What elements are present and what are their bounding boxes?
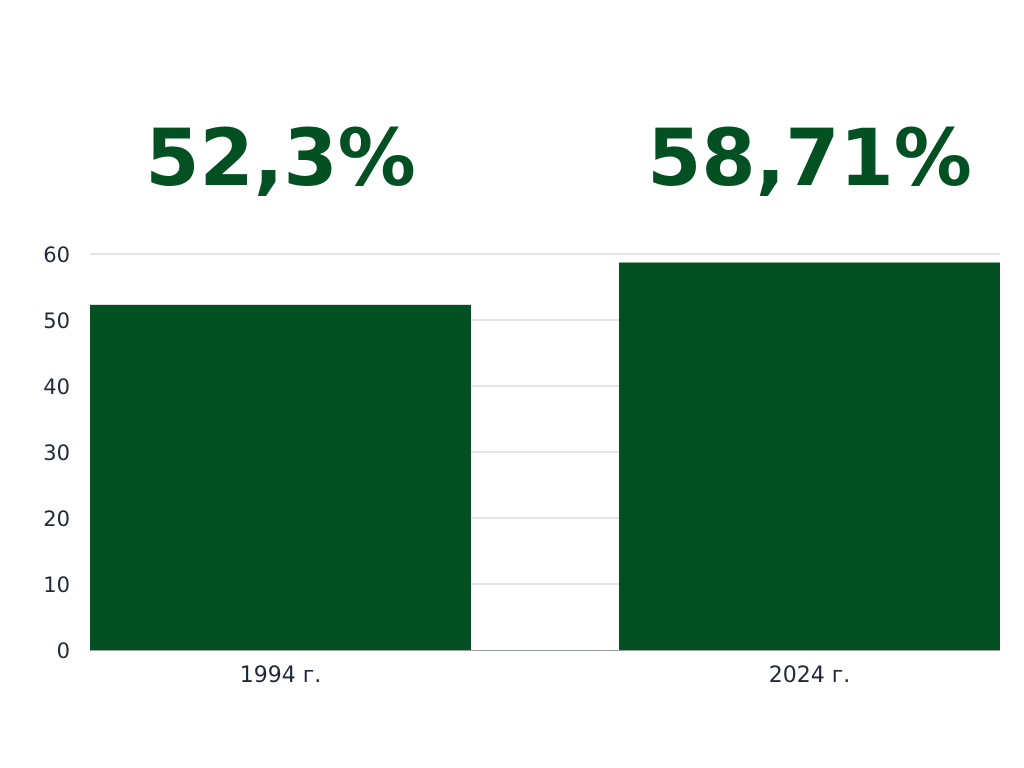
y-tick-label: 0 [57, 639, 70, 663]
value-label: 58,71% [647, 114, 972, 204]
value-label: 52,3% [145, 114, 416, 204]
x-axis-categories: 1994 г. 2024 г. [240, 663, 851, 688]
y-tick-label: 30 [43, 441, 70, 465]
x-category-label: 1994 г. [240, 663, 322, 688]
bars [90, 262, 1000, 650]
bar-0 [90, 304, 471, 650]
value-labels: 52,3% 58,71% [145, 114, 972, 204]
bar-1 [619, 262, 1000, 650]
y-tick-label: 40 [43, 375, 70, 399]
y-tick-label: 60 [43, 243, 70, 267]
x-category-label: 2024 г. [769, 663, 851, 688]
y-tick-label: 10 [43, 573, 70, 597]
y-axis-ticks: 0 10 20 30 40 50 60 [43, 243, 70, 663]
y-tick-label: 20 [43, 507, 70, 531]
y-tick-label: 50 [43, 309, 70, 333]
